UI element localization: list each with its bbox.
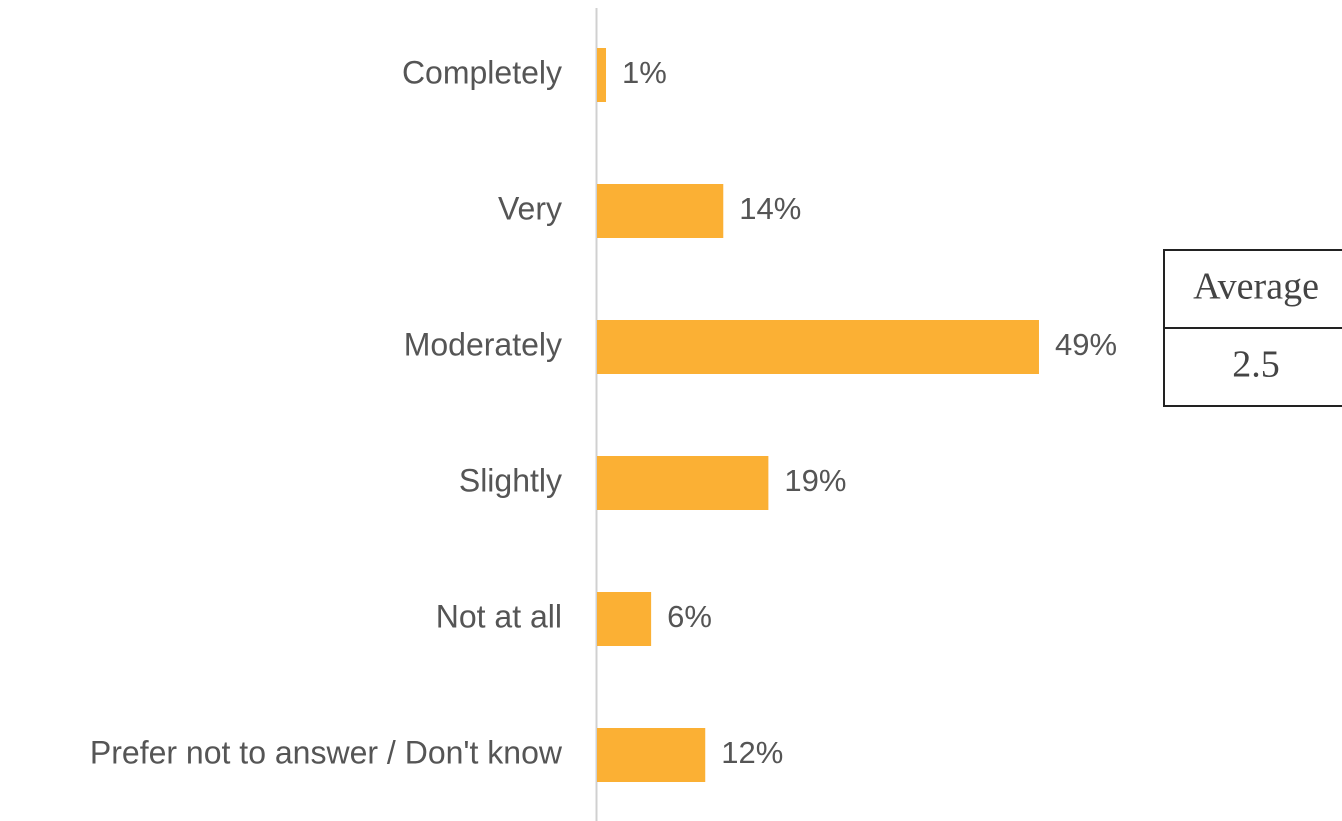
- bar: [597, 456, 769, 510]
- value-label: 12%: [721, 735, 783, 770]
- average-value: 2.5: [1232, 344, 1280, 386]
- category-label: Slightly: [459, 462, 562, 498]
- category-label: Prefer not to answer / Don't know: [90, 734, 563, 770]
- value-label: 49%: [1055, 327, 1117, 362]
- value-label: 14%: [739, 191, 801, 226]
- value-label: 19%: [784, 463, 846, 498]
- average-header: Average: [1193, 266, 1319, 308]
- category-label: Moderately: [404, 326, 562, 362]
- value-label: 6%: [667, 599, 712, 634]
- bar: [597, 184, 724, 238]
- bar: [597, 728, 706, 782]
- value-label: 1%: [622, 55, 667, 90]
- category-label: Completely: [402, 54, 562, 90]
- bar: [597, 48, 607, 102]
- category-label: Not at all: [436, 598, 562, 634]
- bar: [597, 592, 652, 646]
- category-label: Very: [498, 190, 562, 226]
- bar: [597, 320, 1039, 374]
